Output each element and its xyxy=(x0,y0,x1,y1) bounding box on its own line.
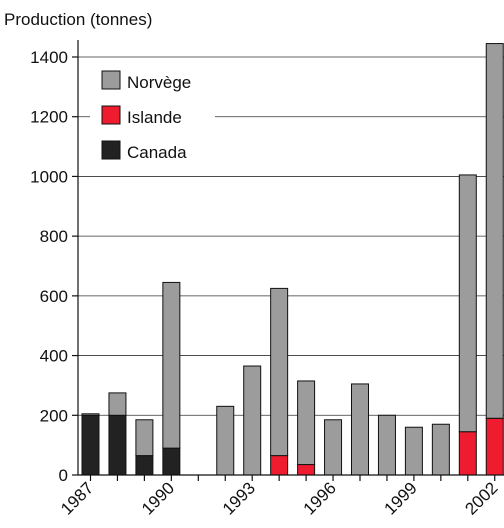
y-tick-label: 1200 xyxy=(30,108,68,127)
axes xyxy=(77,40,504,476)
bar-canada-1988 xyxy=(108,414,127,476)
bars xyxy=(81,43,504,476)
bar-norvège-1999 xyxy=(404,426,423,476)
bar-norvège-1988 xyxy=(108,392,127,416)
legend-label-norvège: Norvège xyxy=(127,73,191,92)
legend-label-islande: Islande xyxy=(127,108,182,127)
bar-norvège-1993 xyxy=(243,365,262,476)
y-tick-label: 800 xyxy=(40,227,68,246)
x-tick-label: 1999 xyxy=(381,478,421,518)
bar-norvège-1994 xyxy=(270,287,289,457)
bar-islande-1994 xyxy=(270,455,289,476)
bar-canada-1987 xyxy=(81,414,100,476)
y-tick-label: 600 xyxy=(40,287,68,306)
bar-norvège-1987 xyxy=(81,413,100,416)
bar-norvège-1997 xyxy=(351,383,369,476)
bar-islande-1995 xyxy=(297,464,316,476)
legend-label-canada: Canada xyxy=(127,143,187,162)
bar-norvège-1989 xyxy=(135,419,154,457)
bar-norvège-1996 xyxy=(324,419,343,476)
y-ticks: 0 200 400 600 800 1000 1200 1400 xyxy=(30,48,78,485)
x-tick-label: 1993 xyxy=(219,478,259,518)
y-axis-title: Production (tonnes) xyxy=(4,10,152,29)
bar-norvège-1995 xyxy=(297,380,316,466)
legend-swatch-norvège xyxy=(101,70,121,90)
bar-norvège-1990 xyxy=(162,281,181,449)
bar-norvège-1992 xyxy=(216,405,235,476)
bar-norvège-2002 xyxy=(485,43,504,419)
bar-islande-2002 xyxy=(485,417,504,476)
y-tick-label: 1000 xyxy=(30,167,68,186)
y-tick-label: 1400 xyxy=(30,48,68,67)
bar-norvège-1998 xyxy=(377,414,396,476)
bar-canada-1989 xyxy=(135,455,154,476)
x-tick-label: 1996 xyxy=(300,478,340,518)
bar-canada-1990 xyxy=(162,447,181,476)
bar-norvège-2001 xyxy=(458,174,477,433)
legend-swatch-canada xyxy=(101,140,121,160)
bar-islande-2001 xyxy=(458,431,477,476)
legend-swatch-islande xyxy=(101,105,121,125)
x-ticks: 1987 1990 1993 1996 1999 2002 xyxy=(57,475,502,519)
x-tick-label: 1990 xyxy=(138,478,178,518)
legend: Norvège Islande Canada xyxy=(90,62,215,172)
y-tick-label: 400 xyxy=(40,347,68,366)
bar-norvège-2000 xyxy=(431,423,450,476)
x-tick-label: 2002 xyxy=(461,478,501,518)
y-tick-label: 200 xyxy=(40,406,68,425)
y-tick-label: 0 xyxy=(59,466,68,485)
